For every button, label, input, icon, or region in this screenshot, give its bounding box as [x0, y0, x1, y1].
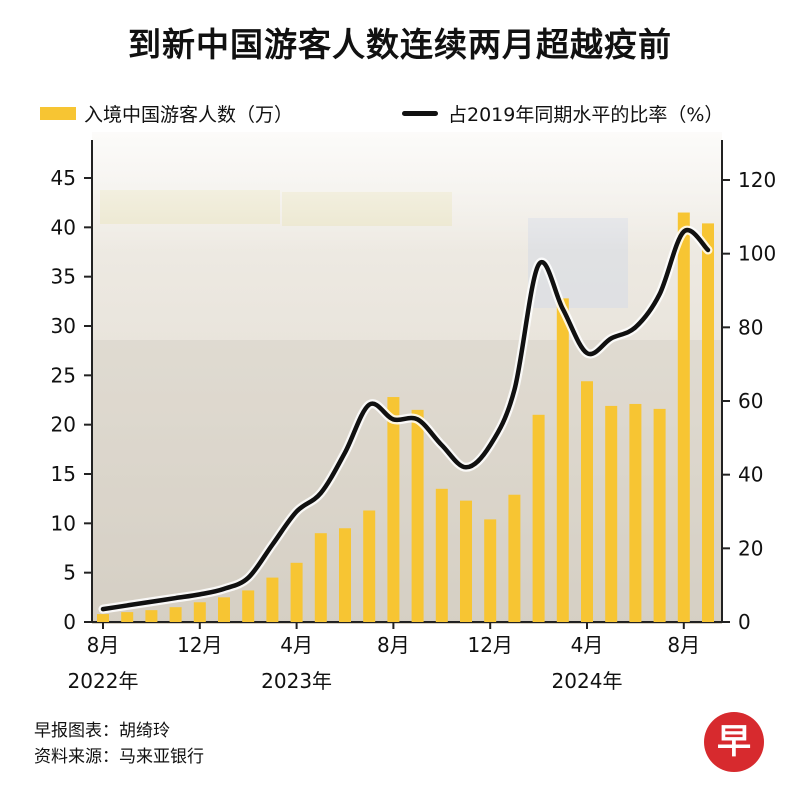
legend-bars-label: 入境中国游客人数（万） — [84, 104, 294, 126]
bar — [97, 614, 109, 622]
x-tick-month: 8月 — [377, 633, 410, 657]
y-left-tick-label: 35 — [51, 265, 76, 289]
bar — [677, 212, 690, 623]
bar — [290, 562, 303, 622]
bar — [581, 381, 593, 622]
x-tick-year: 2022年 — [68, 669, 139, 693]
y-right-tick-label: 100 — [738, 242, 776, 266]
x-tick-year: 2024年 — [552, 669, 623, 693]
bar — [266, 577, 279, 622]
bar — [605, 405, 618, 622]
bar — [460, 500, 472, 622]
legend-line-swatch — [402, 111, 438, 116]
zaobao-logo: 早 — [704, 712, 764, 772]
bar — [508, 494, 521, 622]
x-tick-month: 4月 — [571, 633, 604, 657]
bar — [339, 528, 351, 622]
y-left-tick-label: 20 — [51, 413, 76, 437]
bar — [411, 409, 424, 622]
legend-bar-swatch — [40, 107, 76, 120]
y-right-tick-label: 120 — [738, 168, 776, 192]
x-tick-month: 4月 — [280, 633, 313, 657]
bar — [629, 403, 642, 622]
bar — [484, 519, 497, 622]
legend-item-line: 占2019年同期水平的比率（%） — [402, 100, 723, 127]
bar — [387, 397, 400, 622]
y-right-tick-label: 0 — [738, 610, 751, 634]
x-tick-month: 8月 — [667, 633, 700, 657]
y-right-tick-label: 40 — [738, 463, 763, 487]
y-left-tick-label: 0 — [63, 610, 76, 634]
y-right-tick-label: 80 — [738, 315, 763, 339]
bar — [121, 612, 134, 622]
y-left-tick-label: 15 — [51, 462, 76, 486]
bar — [532, 414, 545, 622]
x-tick-month: 12月 — [467, 633, 512, 657]
y-right-tick-label: 60 — [738, 389, 763, 413]
legend-item-bars: 入境中国游客人数（万） — [40, 100, 293, 127]
bar — [193, 602, 206, 622]
chart-credit: 早报图表：胡绮玲 — [34, 721, 170, 741]
y-left-tick-label: 30 — [51, 314, 76, 338]
bar — [314, 533, 327, 622]
y-left-tick-label: 25 — [51, 363, 76, 387]
bar — [145, 610, 158, 622]
chart-title: 到新中国游客人数连续两月超越疫前 — [128, 25, 672, 64]
y-left-tick-label: 40 — [51, 215, 76, 239]
x-tick-month: 12月 — [177, 633, 222, 657]
bar — [363, 510, 376, 622]
background-photo — [92, 132, 722, 624]
x-tick-year: 2023年 — [261, 669, 332, 693]
data-source: 资料来源：马来亚银行 — [34, 747, 204, 767]
bar — [435, 488, 448, 622]
bar — [242, 590, 255, 622]
ratio-line — [100, 227, 711, 612]
y-left-tick-label: 5 — [63, 561, 76, 585]
x-tick-month: 8月 — [87, 633, 120, 657]
bar — [556, 298, 569, 622]
y-left-tick-label: 45 — [51, 166, 76, 190]
bar — [653, 408, 666, 622]
legend-line-label: 占2019年同期水平的比率（%） — [448, 104, 724, 126]
bar — [169, 607, 182, 622]
y-right-tick-label: 20 — [738, 536, 763, 560]
bar — [702, 223, 714, 623]
y-left-tick-label: 10 — [51, 511, 76, 535]
bar — [218, 597, 230, 622]
